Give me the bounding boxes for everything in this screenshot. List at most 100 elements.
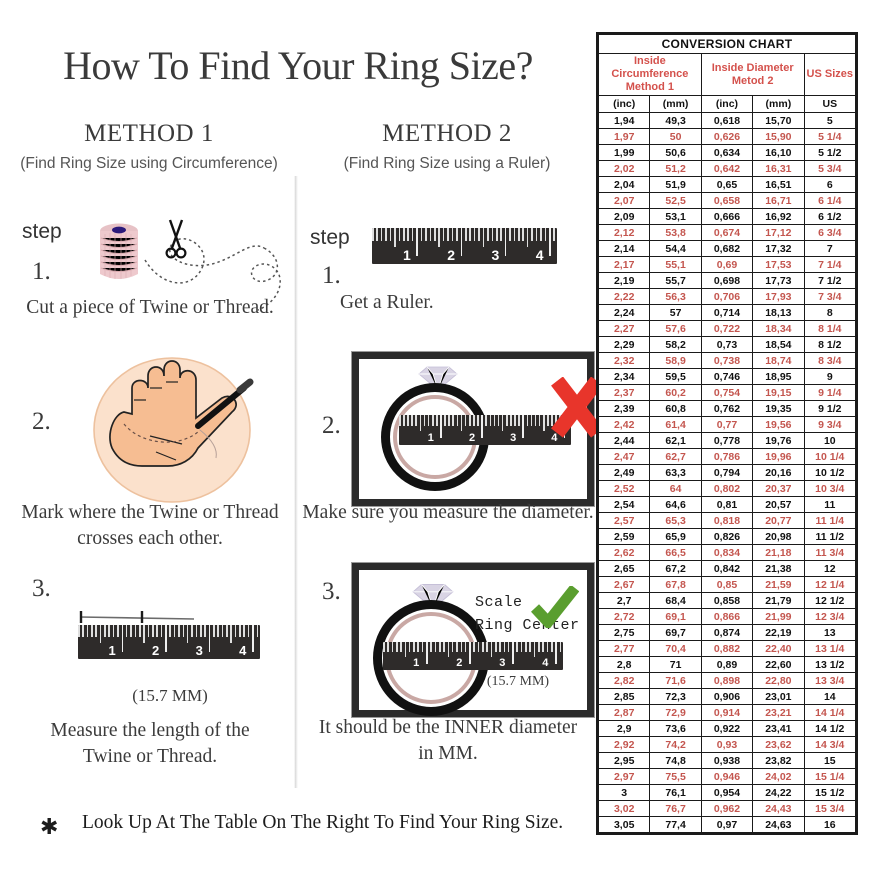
table-row: 1,97 50 0,626 15,90 5 1/4 — [597, 128, 857, 145]
table-cell: 23,41 — [752, 720, 805, 737]
table-cell: 53,1 — [649, 208, 702, 225]
unit-header-us: US — [803, 95, 857, 113]
table-cell: 10 — [803, 432, 857, 449]
table-cell: 16,31 — [752, 160, 805, 177]
ruler-label: 4 — [542, 657, 549, 669]
table-cell: 60,8 — [649, 400, 702, 417]
table-row: 2,09 53,1 0,666 16,92 6 1/2 — [597, 208, 857, 225]
table-cell: 22,60 — [752, 656, 805, 673]
table-cell: 9 1/2 — [803, 400, 857, 417]
table-cell: 71,6 — [649, 672, 702, 689]
table-cell: 2,8 — [597, 656, 651, 673]
table-cell: 24,22 — [752, 784, 805, 801]
ruler-method-1-step-3: 1 2 3 4 — [78, 625, 260, 659]
table-row: 2,42 61,4 0,77 19,56 9 3/4 — [597, 416, 857, 433]
method-2-step-3-caption: It should be the INNER diameter in MM. — [300, 715, 596, 768]
table-cell: 0,722 — [700, 320, 754, 337]
table-head: CONVERSION CHART Inside Circumference Me… — [597, 34, 857, 113]
group-header-line: Method 1 — [625, 81, 675, 93]
table-cell: 50,6 — [649, 144, 702, 161]
table-cell: 2,95 — [597, 752, 651, 769]
table-cell: 13 1/2 — [803, 656, 857, 673]
table-cell: 17,12 — [752, 224, 805, 241]
method-1-step-2-number: 2. — [32, 408, 51, 435]
table-row: 2,97 75,5 0,946 24,02 15 1/4 — [597, 768, 857, 785]
table-cell: 0,858 — [700, 592, 754, 609]
table-cell: 21,99 — [752, 608, 805, 625]
table-cell: 62,7 — [649, 448, 702, 465]
table-cell: 2,75 — [597, 624, 651, 641]
table-cell: 0,898 — [700, 672, 754, 689]
table-cell: 22,80 — [752, 672, 805, 689]
table-cell: 2,57 — [597, 512, 651, 529]
table-cell: 2,97 — [597, 768, 651, 785]
table-row: 2,27 57,6 0,722 18,34 8 1/4 — [597, 320, 857, 337]
table-cell: 74,2 — [649, 736, 702, 753]
group-header-line: Inside Diameter — [711, 61, 794, 74]
method-1-step-1-caption: Cut a piece of Twine or Thread. — [26, 297, 274, 318]
method-1-step-3-caption: Measure the length of the Twine or Threa… — [20, 718, 280, 771]
table-cell: 2,12 — [597, 224, 651, 241]
table-cell: 6 1/2 — [803, 208, 857, 225]
table-cell: 2,44 — [597, 432, 651, 449]
table-cell: 2,39 — [597, 400, 651, 417]
unit-header-inc-2: (inc) — [700, 95, 754, 113]
table-cell: 20,77 — [752, 512, 805, 529]
table-cell: 67,2 — [649, 560, 702, 577]
instructions-panel: How To Find Your Ring Size? METHOD 1 (Fi… — [0, 43, 603, 839]
table-cell: 11 1/4 — [803, 512, 857, 529]
table-row: 2,9 73,6 0,922 23,41 14 1/2 — [597, 720, 857, 737]
table-cell: 0,618 — [700, 112, 754, 129]
table-row: 2,85 72,3 0,906 23,01 14 — [597, 688, 857, 705]
caption-line: Twine or Thread. — [82, 746, 218, 768]
method-2-subtitle: (Find Ring Size using a Ruler) — [343, 155, 551, 172]
table-row: 2,14 54,4 0,682 17,32 7 — [597, 240, 857, 257]
table-cell: 2,77 — [597, 640, 651, 657]
table-cell: 0,922 — [700, 720, 754, 737]
table-cell: 15 3/4 — [803, 800, 857, 817]
table-row: 2,82 71,6 0,898 22,80 13 3/4 — [597, 672, 857, 689]
group-header-circumference: Inside Circumference Method 1 — [598, 53, 702, 96]
table-cell: 0,658 — [700, 192, 754, 209]
table-cell: 58,9 — [649, 352, 702, 369]
table-cell: 0,73 — [700, 336, 754, 353]
method-1-header: METHOD 1 (Find Ring Size using Circumfer… — [0, 120, 298, 173]
asterisk-icon: ✱ — [40, 814, 59, 839]
table-cell: 0,89 — [700, 656, 754, 673]
method-2-step-2-number: 2. — [322, 412, 341, 440]
table-cell: 0,914 — [700, 704, 754, 721]
table-cell: 21,38 — [752, 560, 805, 577]
table-cell: 16 — [803, 816, 857, 833]
table-cell: 0,866 — [700, 608, 754, 625]
table-cell: 13 3/4 — [803, 672, 857, 689]
table-cell: 2,59 — [597, 528, 651, 545]
table-cell: 0,698 — [700, 272, 754, 289]
twine-spool-icon — [100, 223, 138, 279]
table-cell: 8 1/4 — [803, 320, 857, 337]
table-row: 2,52 64 0,802 20,37 10 3/4 — [597, 480, 857, 497]
table-cell: 3 — [597, 784, 651, 801]
ruler-label: 1 — [413, 657, 420, 669]
ruler-label: 2 — [152, 643, 160, 658]
table-row: 2,07 52,5 0,658 16,71 6 1/4 — [597, 192, 857, 209]
method-1-step-word: step — [22, 220, 62, 243]
method-2-step-word: step — [310, 226, 350, 249]
unit-header-mm-1: (mm) — [649, 95, 702, 113]
table-cell: 20,16 — [752, 464, 805, 481]
measured-thread-illustration — [79, 611, 195, 623]
table-cell: 2,72 — [597, 608, 651, 625]
table-cell: 63,3 — [649, 464, 702, 481]
table-cell: 0,642 — [700, 160, 754, 177]
method-2-step-2-caption: Make sure you measure the diameter. — [302, 502, 594, 523]
table-row: 2,75 69,7 0,874 22,19 13 — [597, 624, 857, 641]
table-cell: 20,37 — [752, 480, 805, 497]
ruler-ticks: 1 2 3 4 — [78, 625, 260, 659]
step-number-text: 2. — [322, 412, 341, 439]
table-cell: 11 — [803, 496, 857, 513]
table-cell: 0,778 — [700, 432, 754, 449]
table-cell: 24,02 — [752, 768, 805, 785]
table-cell: 0,938 — [700, 752, 754, 769]
table-cell: 14 — [803, 688, 857, 705]
table-cell: 2,82 — [597, 672, 651, 689]
